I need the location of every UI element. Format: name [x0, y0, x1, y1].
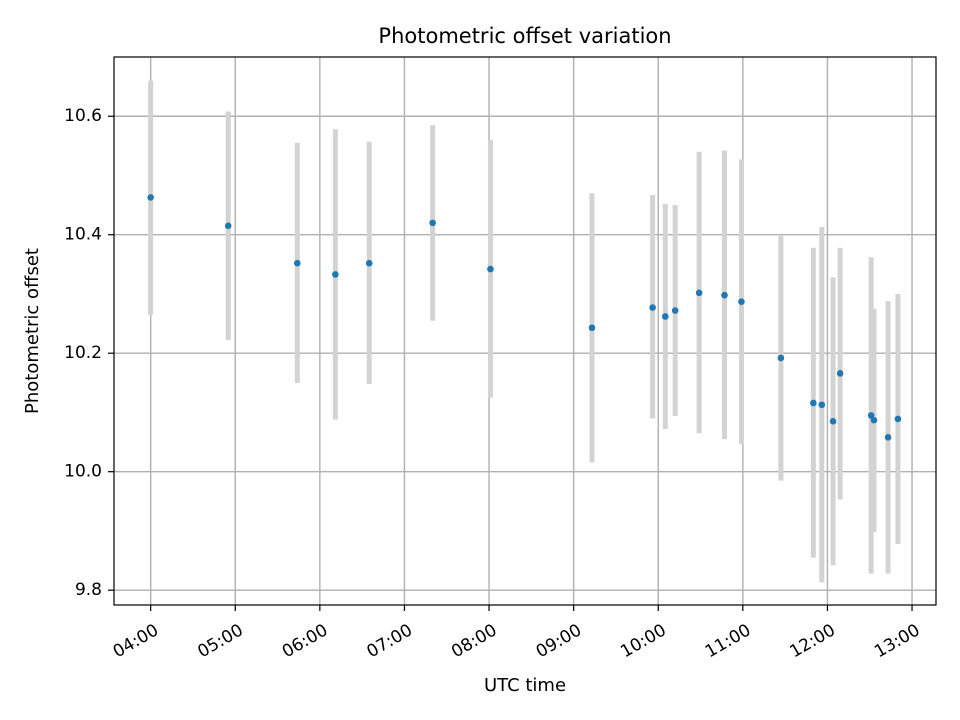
data-point	[147, 194, 154, 201]
x-tick-label: 07:00	[364, 620, 416, 662]
data-point	[332, 271, 339, 278]
plot-frame	[113, 56, 937, 606]
y-tick-label: 10.6	[64, 106, 102, 126]
y-tick-label: 9.8	[75, 580, 102, 600]
data-point	[870, 416, 878, 424]
data-point	[293, 259, 301, 267]
x-tick-label: 11:00	[702, 620, 754, 662]
data-point	[224, 222, 232, 230]
x-axis-label: UTC time	[484, 675, 566, 696]
data-point	[829, 418, 837, 425]
data-point	[588, 324, 596, 332]
y-tick-label: 10.4	[64, 225, 102, 245]
data-point	[777, 354, 785, 362]
error-bars	[148, 80, 901, 583]
data-point	[365, 259, 373, 267]
x-tick-label: 10:00	[617, 620, 669, 662]
x-tick-label: 12:00	[786, 620, 838, 662]
data-point	[884, 434, 892, 441]
y-tick-label: 10.2	[64, 343, 102, 363]
data-point	[818, 401, 826, 409]
x-tick-label: 13:00	[871, 620, 923, 662]
data-points	[147, 194, 902, 441]
y-axis-ticks: 9.8 10.0 10.2 10.4 10.6	[64, 106, 114, 600]
chart-title: Photometric offset variation	[378, 24, 671, 48]
x-tick-label: 06:00	[279, 620, 331, 662]
x-tick-label: 09:00	[533, 620, 585, 662]
x-axis-ticks: 04:00 05:00 06:00 07:00 08:00 09:00 10:00 11:00…	[110, 605, 924, 662]
data-point	[487, 265, 494, 273]
data-point	[867, 412, 875, 419]
data-point	[695, 289, 703, 297]
data-point	[836, 370, 844, 377]
data-point	[649, 304, 656, 311]
data-point	[810, 399, 817, 407]
y-tick-label: 10.0	[64, 462, 102, 482]
data-point	[671, 307, 679, 314]
y-axis-label: Photometric offset	[22, 248, 43, 414]
data-point	[661, 313, 669, 320]
x-tick-label: 08:00	[448, 620, 500, 662]
x-tick-label: 04:00	[110, 620, 162, 662]
data-point	[721, 291, 728, 299]
x-tick-label: 05:00	[194, 620, 246, 662]
data-point	[738, 298, 745, 305]
data-point	[894, 415, 902, 423]
data-point	[429, 219, 436, 227]
